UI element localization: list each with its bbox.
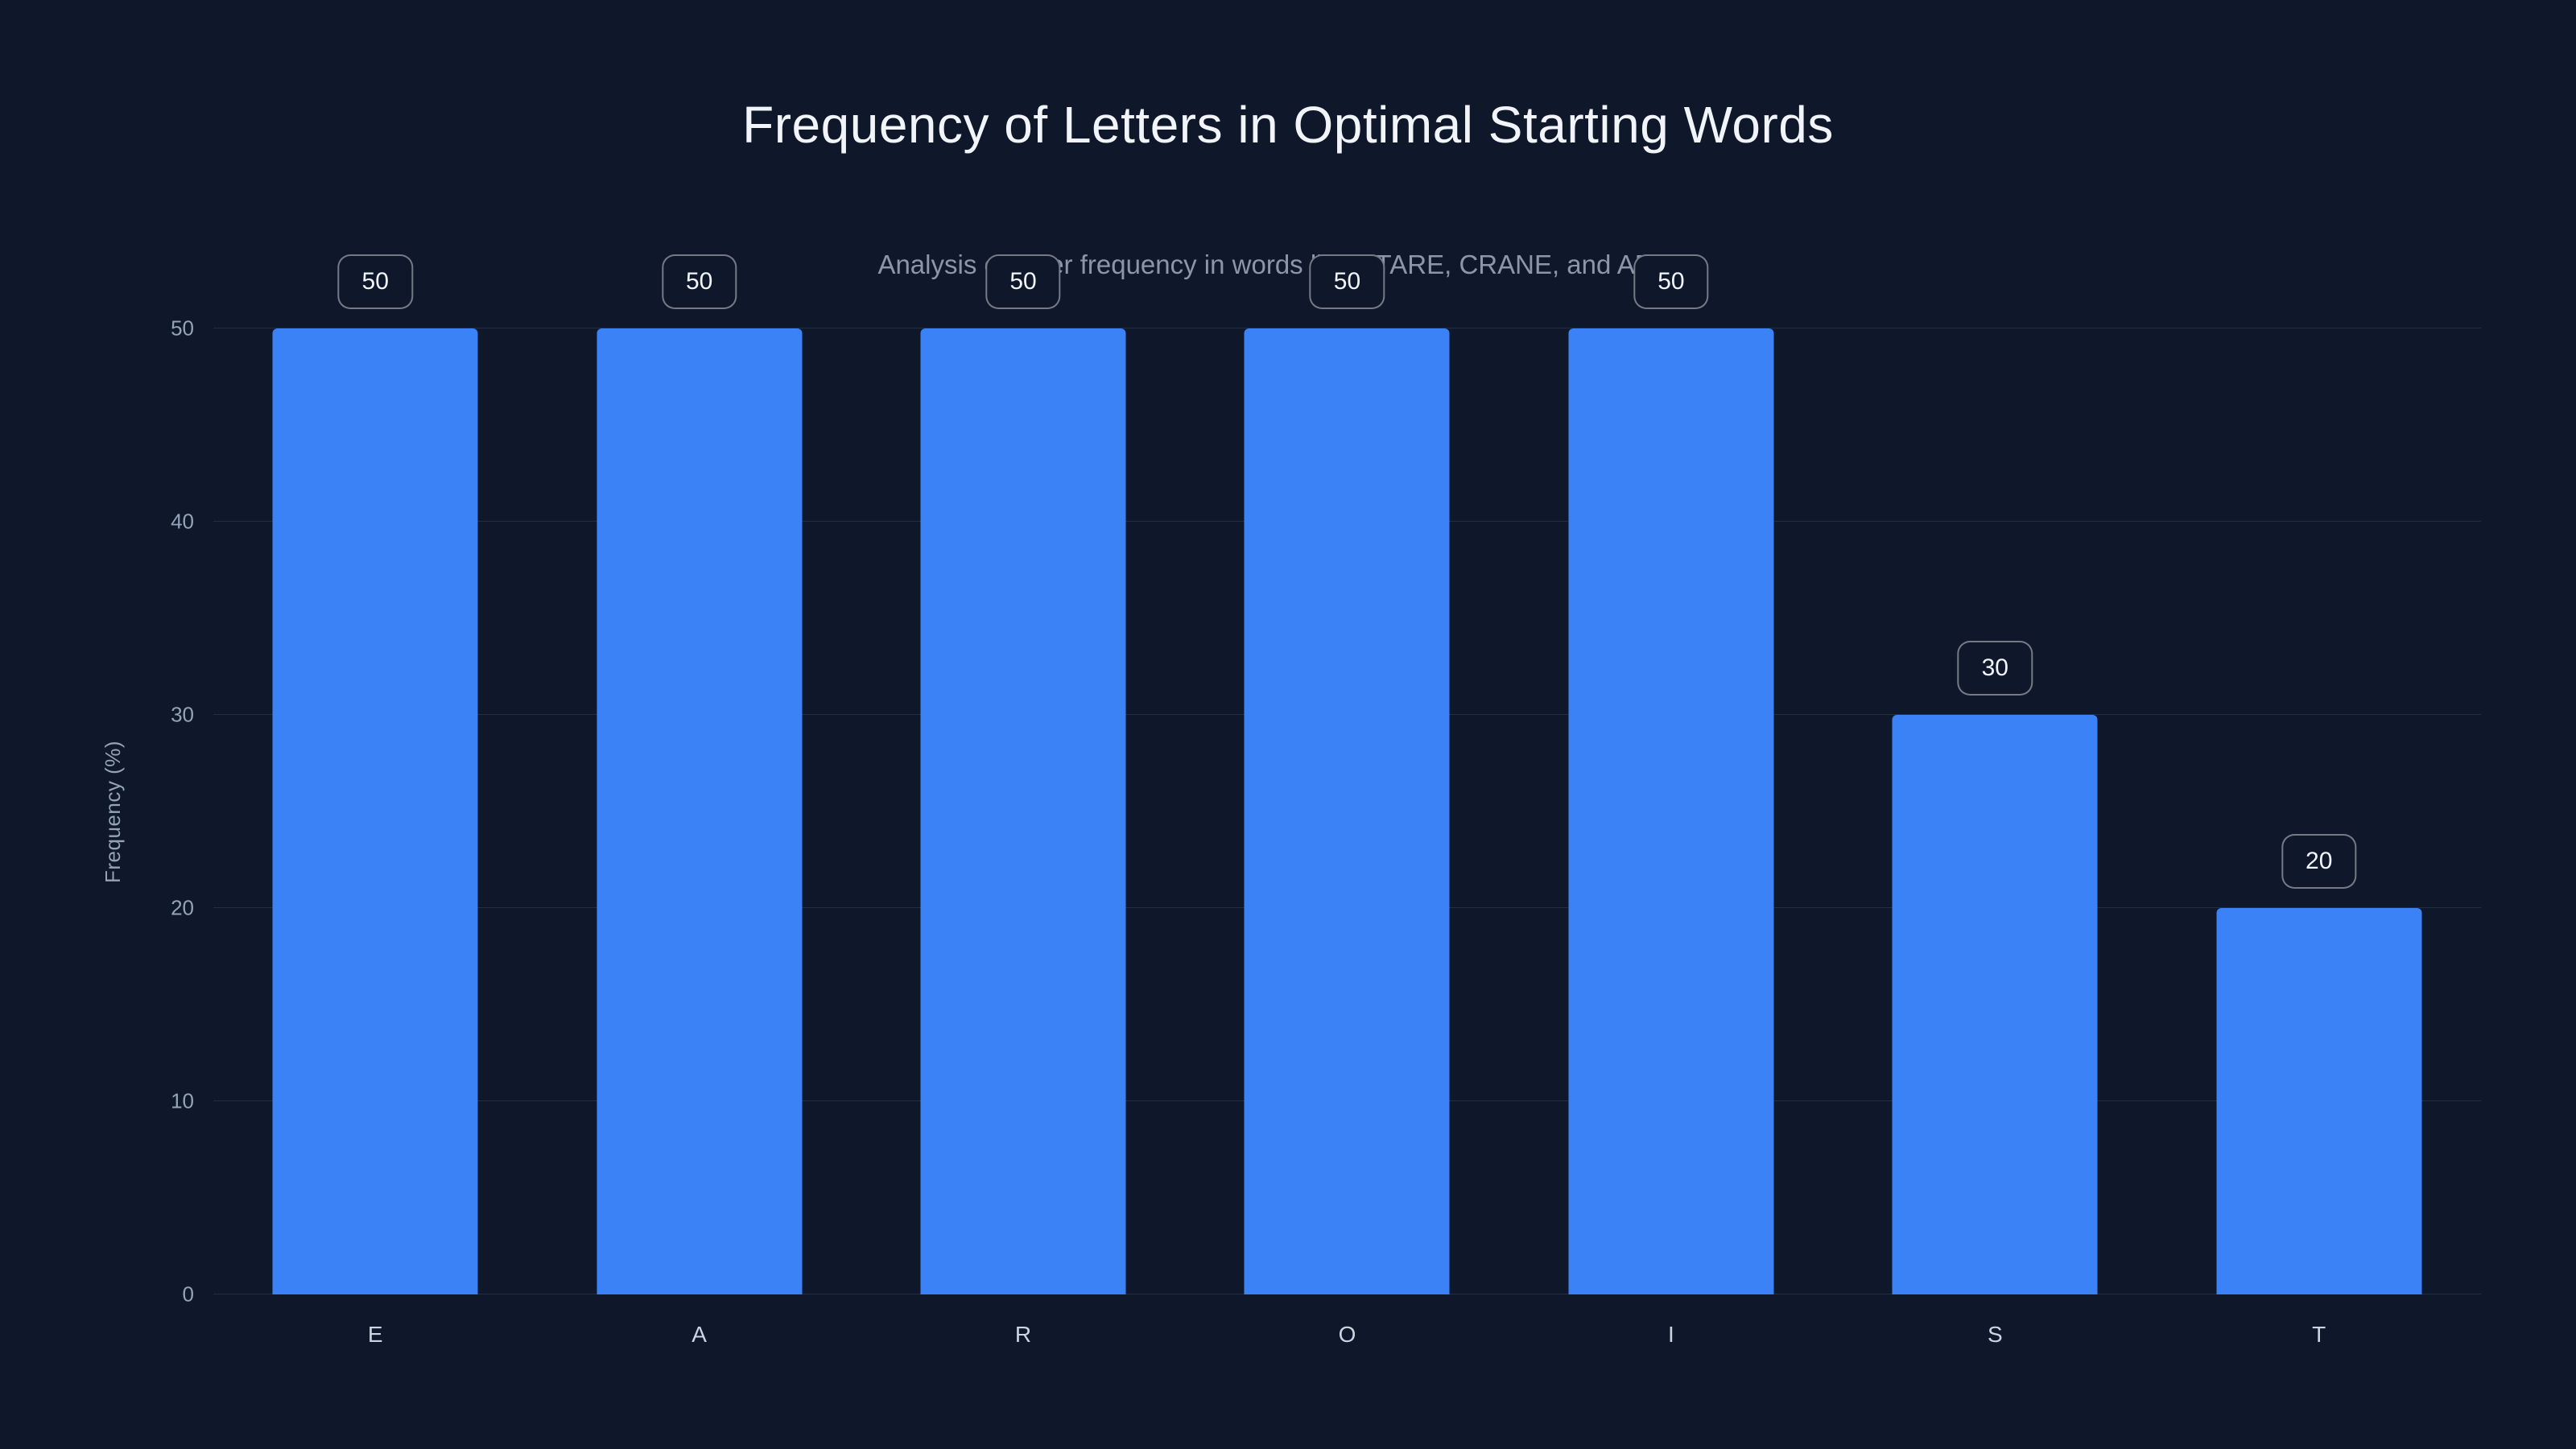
value-label-s: 30	[1957, 641, 2033, 696]
y-tick-label: 10	[171, 1088, 194, 1113]
value-label-a: 50	[661, 254, 737, 309]
bar-column-s: 30 S	[1833, 328, 2157, 1347]
x-tick-label-s: S	[1987, 1322, 2003, 1347]
bar-column-t: 20 T	[2157, 328, 2481, 1347]
value-label-e: 50	[337, 254, 413, 309]
x-tick-label-i: I	[1668, 1322, 1674, 1347]
value-label-t: 20	[2281, 834, 2357, 889]
value-label-o: 50	[1309, 254, 1385, 309]
y-tick-label: 0	[182, 1282, 194, 1307]
bar-r	[920, 328, 1126, 1294]
x-tick-label-t: T	[2312, 1322, 2326, 1347]
y-tick-label: 50	[171, 316, 194, 341]
chart-title: Frequency of Letters in Optimal Starting…	[742, 96, 1834, 154]
y-tick-label: 30	[171, 702, 194, 727]
y-tick-label: 20	[171, 895, 194, 920]
x-tick-label-r: R	[1014, 1322, 1032, 1347]
y-axis-title: Frequency (%)	[95, 328, 130, 1294]
x-tick-label-e: E	[367, 1322, 383, 1347]
bar-o	[1244, 328, 1450, 1294]
value-label-i: 50	[1633, 254, 1709, 309]
bars-container: 50 E 50 A 50 R 50 O 50 I 30 S 20 T	[213, 254, 2481, 1347]
x-tick-label-o: O	[1338, 1322, 1356, 1347]
value-label-r: 50	[985, 254, 1061, 309]
bar-column-e: 50 E	[213, 254, 537, 1347]
bar-column-a: 50 A	[537, 254, 861, 1347]
bar-e	[272, 328, 478, 1294]
bar-column-i: 50 I	[1509, 254, 1833, 1347]
x-tick-label-a: A	[691, 1322, 707, 1347]
bar-i	[1568, 328, 1774, 1294]
y-tick-label: 40	[171, 509, 194, 534]
bar-s	[1892, 715, 2098, 1294]
bar-column-r: 50 R	[861, 254, 1185, 1347]
y-axis-title-text: Frequency (%)	[100, 740, 125, 883]
bar-t	[2216, 908, 2422, 1294]
plot-area: 50 E 50 A 50 R 50 O 50 I 30 S 20 T 0 10 20 30 40 50	[171, 254, 2481, 1347]
bar-a	[597, 328, 803, 1294]
bar-column-o: 50 O	[1185, 254, 1509, 1347]
